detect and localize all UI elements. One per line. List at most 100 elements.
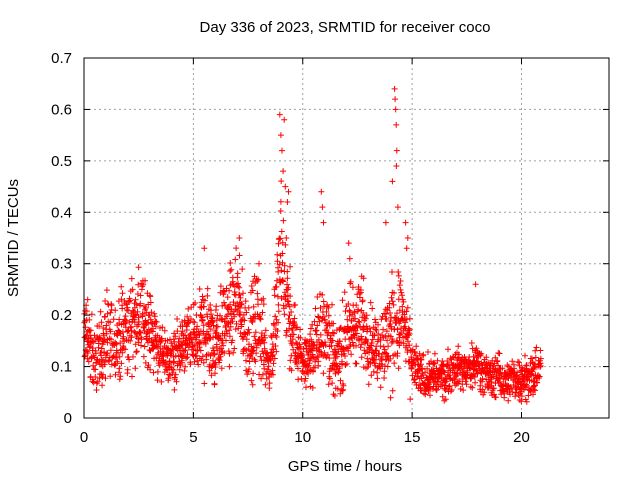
data-point [229,337,236,344]
data-point [329,301,335,308]
data-point [309,351,316,358]
data-point [213,317,220,324]
data-point [232,256,239,263]
data-point [168,340,175,347]
data-point [289,336,296,343]
data-point [248,343,255,350]
data-point [218,365,225,372]
data-point [146,312,153,319]
data-point [262,334,268,341]
data-point [209,318,216,325]
data-point [293,339,299,346]
data-point [275,301,282,308]
data-point [525,392,532,399]
data-point [441,397,448,404]
data-point [299,351,306,358]
data-point [284,275,291,282]
data-point [446,383,453,389]
data-point [322,342,329,348]
data-point [375,331,382,337]
data-point [511,365,517,372]
data-point [332,346,339,353]
data-point [529,355,535,362]
data-point [194,323,201,330]
data-point [253,350,260,357]
data-point [245,326,252,333]
data-point [360,275,367,282]
data-point [279,277,286,284]
data-point [204,285,211,292]
data-point [380,326,387,333]
data-point [395,272,402,279]
data-point [108,336,114,343]
data-point [134,308,141,315]
data-point [238,300,245,307]
data-point [348,351,355,358]
data-point [233,245,240,252]
data-point [278,267,285,274]
data-point [285,298,292,305]
data-point [126,356,133,363]
data-point [494,357,501,364]
data-point [123,317,130,324]
data-point [250,347,257,354]
data-point [363,312,370,319]
data-point [287,263,294,270]
data-point [421,390,427,397]
y-tick-label: 0.6 [51,101,72,118]
data-point [136,330,143,337]
data-point [257,316,264,323]
data-point [387,355,394,362]
data-point [147,299,154,306]
data-point [297,334,304,341]
data-point [394,204,401,211]
data-point [374,375,381,382]
data-point [270,360,277,367]
data-point [238,321,245,328]
data-point [131,304,138,311]
data-point [114,358,121,365]
data-point [340,382,347,389]
data-point [102,298,109,304]
data-point [320,313,327,320]
data-point [403,342,410,349]
data-point [87,327,94,334]
data-point [476,365,483,372]
data-point [279,147,285,154]
data-point [336,365,343,372]
data-point [261,365,268,372]
data-point [402,219,409,226]
data-point [147,366,154,373]
y-tick-label: 0.1 [51,359,72,376]
data-point [110,316,117,323]
data-point [89,345,96,352]
data-point [288,309,295,315]
data-point [354,324,361,331]
data-point [285,284,292,291]
data-point [352,315,359,322]
data-point [145,339,151,346]
data-point [388,294,395,301]
data-point [199,353,206,360]
data-point [129,307,136,314]
data-point [138,336,145,343]
data-point [191,319,198,326]
data-point [204,313,211,320]
data-point [248,317,255,324]
data-point [135,339,142,346]
data-point [98,356,105,363]
data-point [281,116,288,123]
data-point [498,391,505,398]
data-point [207,352,214,359]
data-points [81,85,544,405]
data-point [493,358,500,365]
data-point [161,327,168,334]
data-point [226,327,233,334]
data-point [127,337,134,344]
data-point [383,316,390,322]
data-point [251,333,258,340]
data-point [533,344,540,351]
data-point [243,309,250,316]
data-point [384,363,391,370]
data-point [387,333,394,340]
